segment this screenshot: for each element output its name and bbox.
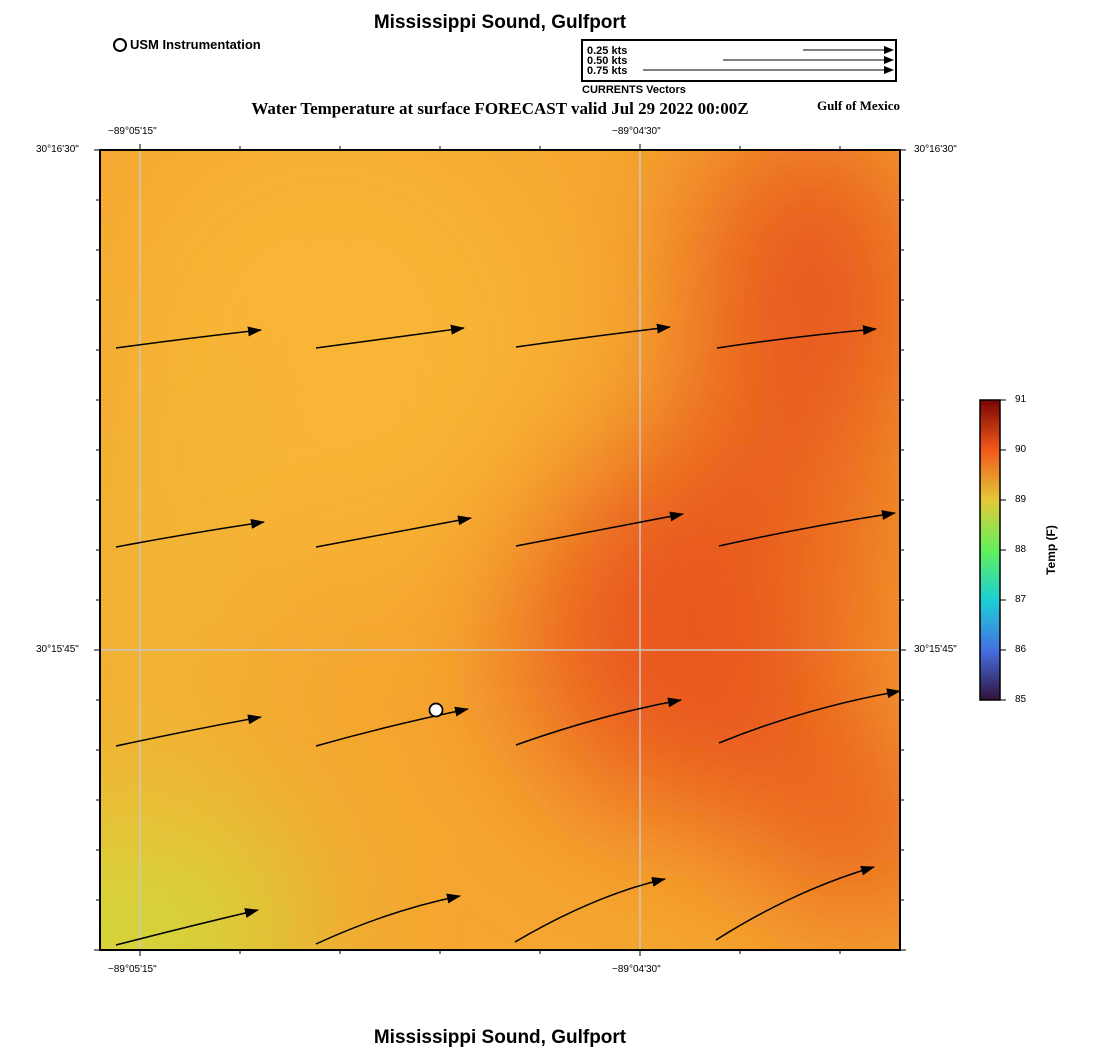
current-vector	[115, 714, 262, 747]
colorbar-tick-label: 85	[1015, 694, 1027, 705]
lat-tick-label: 30°15'45"	[36, 644, 79, 655]
vector-scale-box: 0.25 kts 0.50 kts 0.75 kts	[581, 39, 897, 82]
current-vector	[515, 511, 684, 547]
lon-tick-label: −89°05'15"	[108, 964, 157, 975]
current-vector	[515, 323, 671, 348]
colorbar-tick-label: 87	[1015, 594, 1027, 605]
map-subtitle: Water Temperature at surface FORECAST va…	[251, 99, 749, 118]
colorbar-tick-label: 88	[1015, 544, 1027, 555]
current-vector	[515, 697, 682, 746]
lat-tick-label: 30°15'45"	[914, 644, 957, 655]
current-vector	[718, 688, 901, 744]
colorbar-tick-label: 90	[1015, 444, 1027, 455]
vector-scale-label: 0.50 kts	[587, 55, 628, 67]
current-vector	[716, 325, 877, 349]
lon-tick-label: −89°04'30"	[612, 964, 661, 975]
current-vector	[115, 518, 265, 548]
vector-scale-arrows	[643, 46, 894, 74]
current-vector	[315, 893, 461, 945]
vector-scale-label: 0.75 kts	[587, 65, 628, 77]
colorbar	[979, 399, 1006, 701]
station-legend-label: USM Instrumentation	[130, 37, 261, 52]
map-title: Mississippi Sound, Gulfport	[373, 12, 627, 33]
vector-scale-label: 0.25 kts	[587, 45, 628, 57]
lon-tick-label: −89°04'30"	[612, 126, 661, 137]
axis-ticks	[94, 144, 906, 956]
station-legend: USM Instrumentation	[113, 37, 261, 52]
lat-tick-label: 30°16'30"	[36, 144, 79, 155]
vector-caption: CURRENTS Vectors	[582, 84, 686, 96]
footer-title: Mississippi Sound, Gulfport	[373, 1027, 627, 1048]
lon-tick-label: −89°05'15"	[108, 126, 157, 137]
current-vector	[514, 877, 666, 943]
current-vector	[715, 865, 875, 941]
current-vector	[115, 908, 259, 946]
usm-station-marker[interactable]	[428, 702, 444, 718]
region-label: Gulf of Mexico	[816, 98, 900, 113]
lat-tick-label: 30°16'30"	[914, 144, 957, 155]
colorbar-tick-label: 89	[1015, 494, 1027, 505]
temperature-field	[100, 150, 900, 950]
colorbar-label: Temp (F)	[1044, 525, 1058, 575]
current-vectors	[115, 323, 901, 946]
current-vector	[718, 510, 896, 547]
graticule	[100, 150, 900, 950]
colorbar-tick-label: 86	[1015, 644, 1027, 655]
current-vector	[315, 706, 469, 747]
colorbar-ramp	[979, 399, 1001, 701]
current-vector	[115, 326, 262, 349]
station-marker-icon	[113, 37, 127, 52]
current-vector	[315, 324, 465, 349]
current-vector	[315, 515, 472, 548]
colorbar-tick-label: 91	[1015, 394, 1027, 405]
